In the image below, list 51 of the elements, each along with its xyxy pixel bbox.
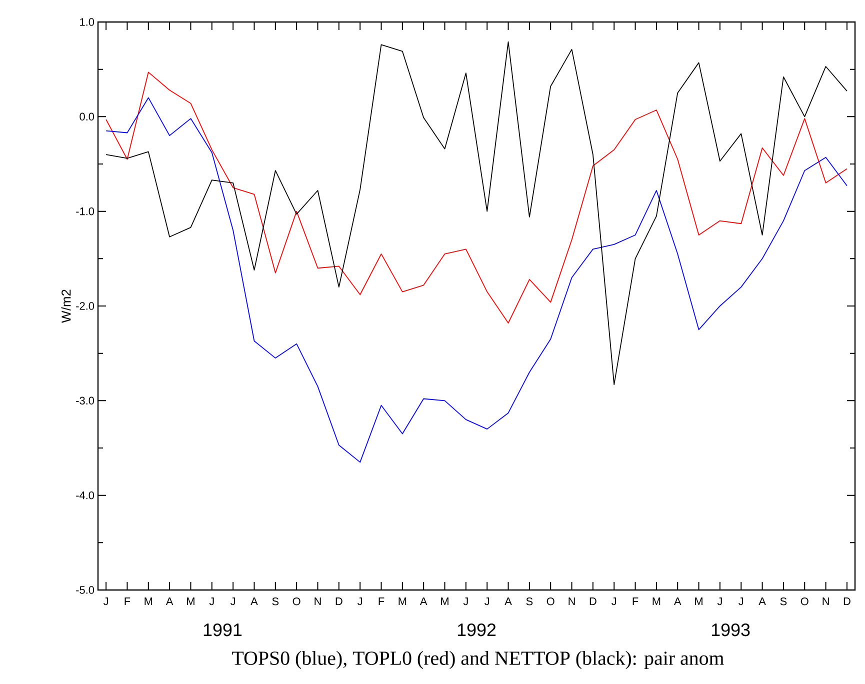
x-tick-label: J — [484, 598, 490, 606]
x-tick-label: J — [209, 598, 214, 606]
x-tick-label: A — [166, 598, 174, 606]
y-tick-label: -5.0 — [76, 586, 94, 594]
x-tick-label: A — [504, 598, 512, 606]
x-tick-label: D — [844, 598, 850, 606]
x-tick-label: O — [800, 598, 808, 606]
x-tick-label: O — [546, 598, 554, 606]
x-tick-label: F — [632, 598, 638, 606]
y-tick-label: -3.0 — [76, 396, 94, 405]
x-tick-label: J — [230, 598, 235, 606]
y-tick-label: 0.0 — [80, 112, 94, 121]
x-tick-label: D — [336, 598, 342, 606]
x-tick-label: J — [717, 598, 722, 606]
text: 1993 — [712, 623, 750, 636]
x-tick-label: J — [358, 598, 362, 606]
x-tick-label: J — [463, 598, 468, 606]
x-tick-label: M — [652, 598, 660, 606]
x-tick-label: A — [420, 598, 428, 606]
x-tick-label: S — [780, 598, 787, 606]
line-series — [106, 41, 848, 386]
y-tick-label: 1.0 — [80, 18, 94, 26]
x-tick-label: A — [758, 598, 766, 606]
x-tick-label: D — [590, 598, 596, 606]
x-tick-label: F — [378, 598, 384, 606]
x-tick-label: S — [526, 598, 533, 606]
x-tick-label: A — [674, 598, 682, 606]
x-tick-label: M — [695, 598, 702, 606]
x-tick-label: F — [124, 598, 130, 606]
x-tick-label: J — [738, 598, 744, 606]
x-tick-label: N — [314, 598, 321, 606]
y-tick-label: -1.0 — [76, 207, 94, 216]
x-tick-label: M — [144, 598, 152, 606]
text: 1991 — [204, 623, 242, 636]
x-tick-label: N — [568, 598, 575, 606]
x-tick-label: J — [103, 598, 108, 606]
x-tick-label: M — [441, 598, 448, 606]
x-tick-label: O — [292, 598, 300, 606]
y-tick-label: -2.0 — [76, 302, 94, 310]
x-tick-label: M — [398, 598, 406, 606]
line-series — [106, 72, 848, 324]
line-series — [106, 97, 848, 463]
x-tick-label: S — [272, 598, 279, 606]
y-axis-title: W/m2 — [61, 290, 71, 323]
x-tick-label: A — [250, 598, 258, 606]
y-tick-label: -4.0 — [76, 491, 94, 500]
text: TOPS0 (blue), TOPL0 (red) and NETTOP (black): pair anom — [232, 650, 724, 670]
x-tick-label: N — [822, 598, 829, 606]
text: 1992 — [458, 623, 496, 636]
x-tick-label: M — [187, 598, 194, 606]
x-tick-label: J — [612, 598, 616, 606]
